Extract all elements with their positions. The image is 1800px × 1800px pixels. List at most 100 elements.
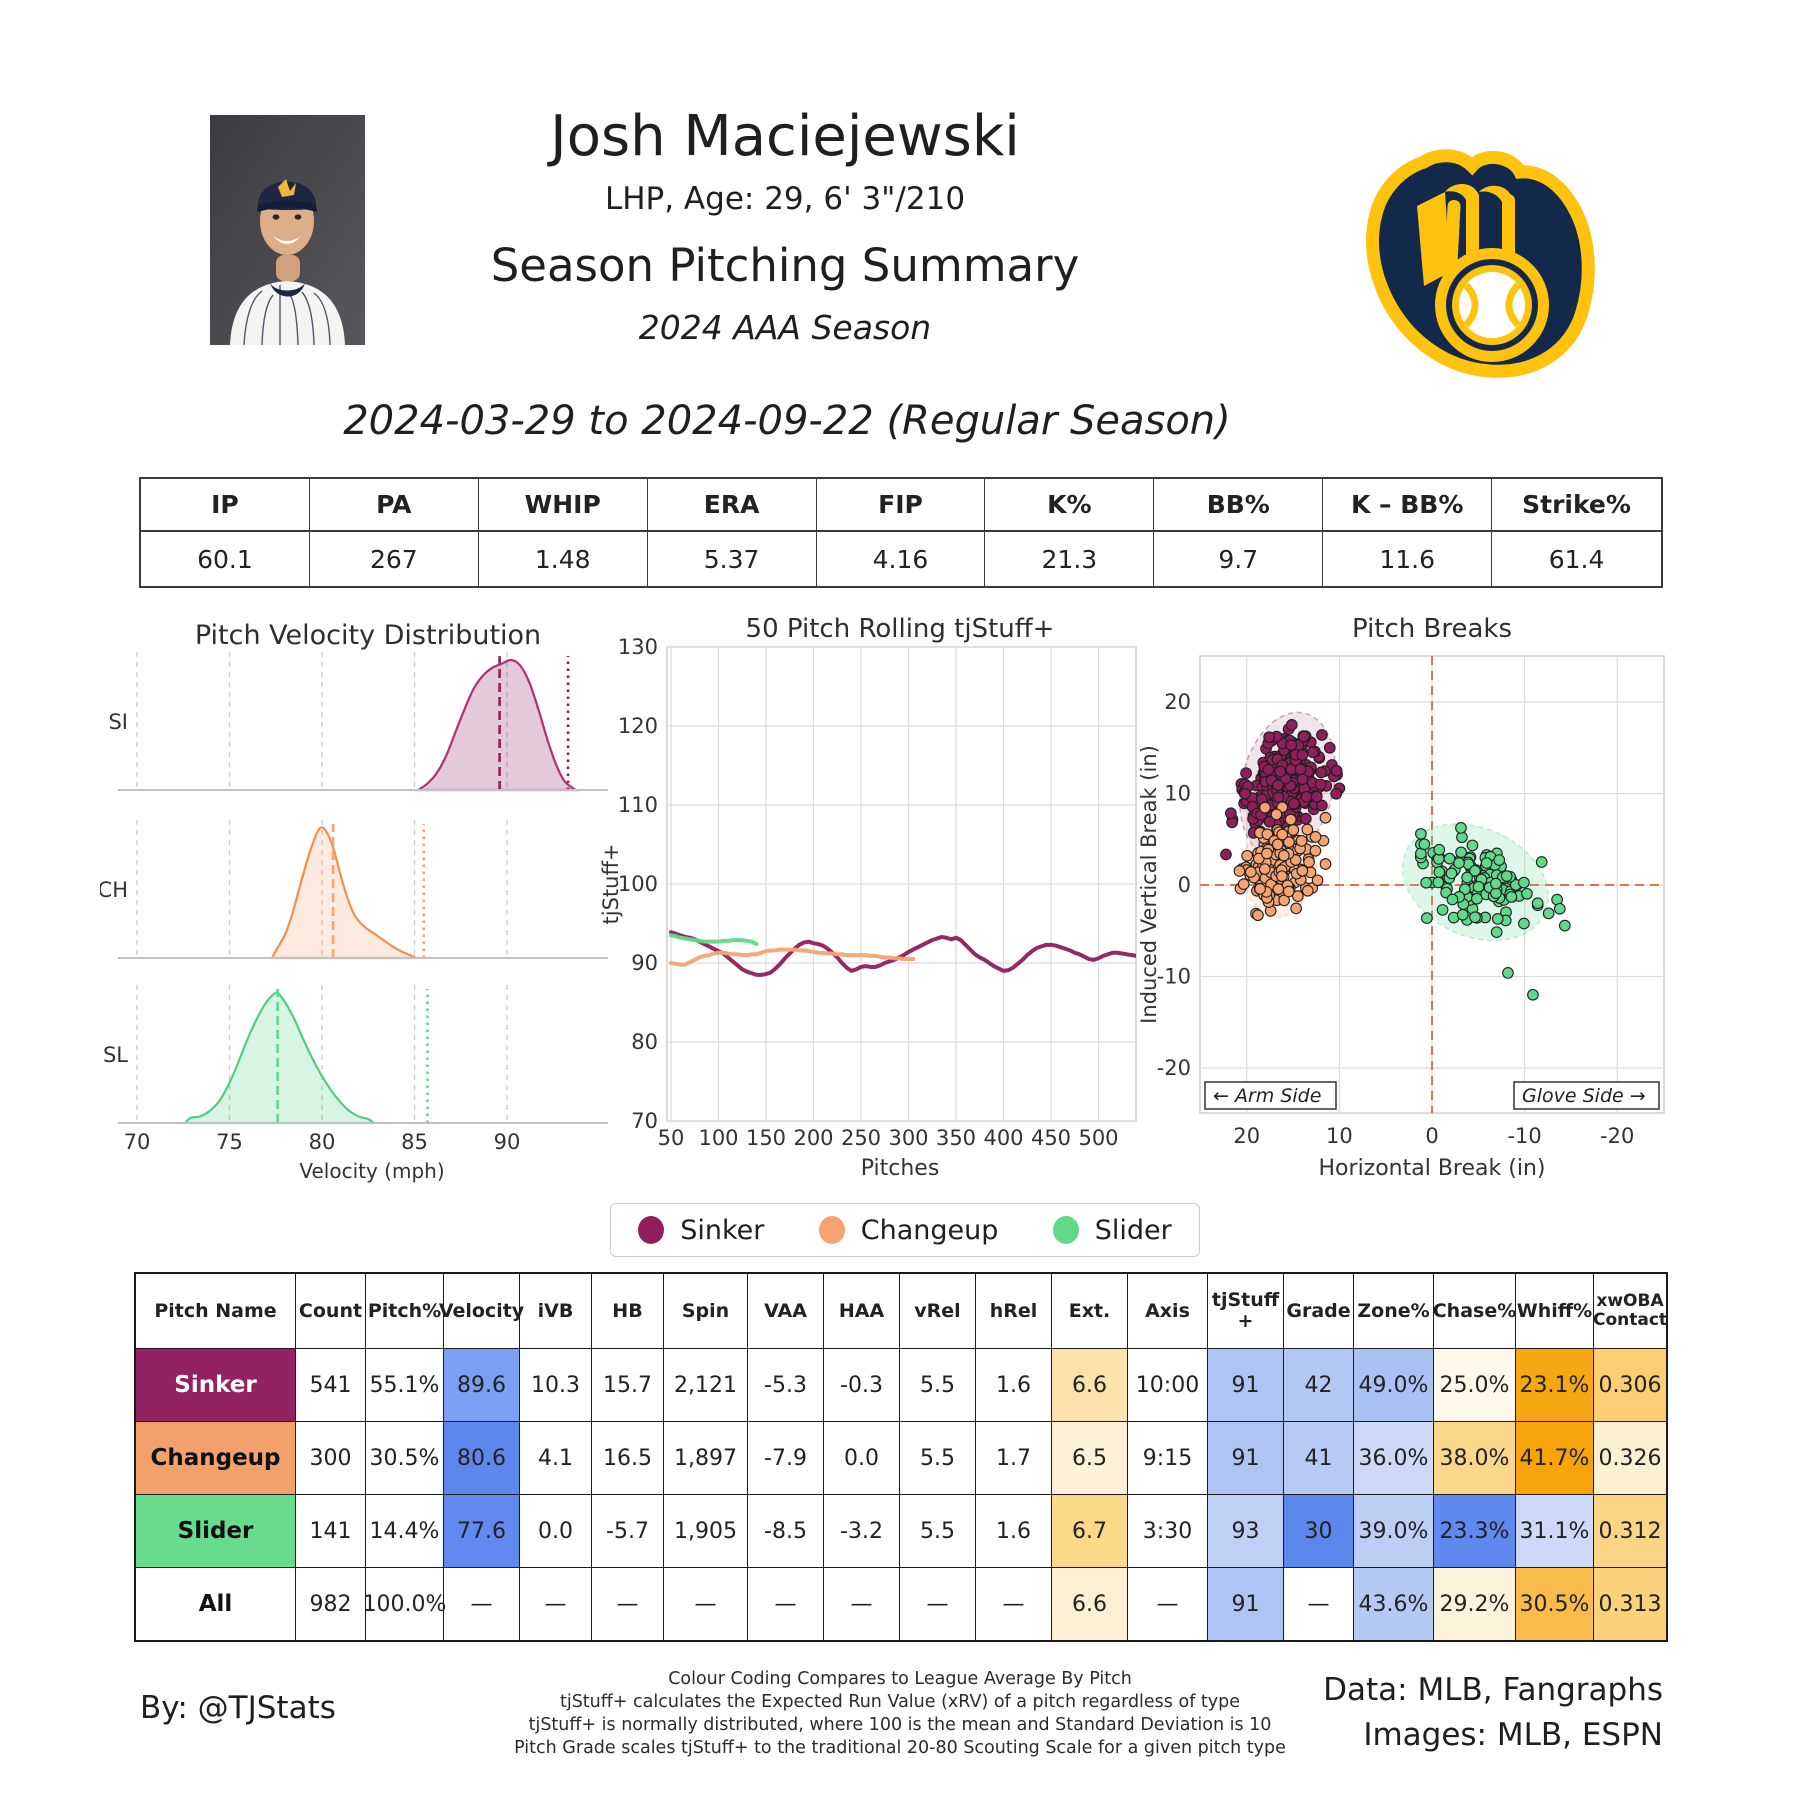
stat-cell: 41 [1284,1422,1354,1495]
svg-text:-10: -10 [1157,965,1191,989]
stat-cell: 77.6 [444,1495,520,1568]
legend-item-sinker: Sinker [638,1215,764,1246]
legend-label: Changeup [860,1214,999,1246]
svg-text:CH: CH [100,878,128,902]
sinker-dot-icon [638,1216,665,1244]
note-line: Colour Coding Compares to League Average… [668,1669,1132,1689]
pitch-name-cell: Sinker [136,1349,296,1422]
svg-text:-20: -20 [1600,1124,1634,1148]
note-line: Pitch Grade scales tjStuff+ to the tradi… [514,1738,1286,1759]
svg-text:100: 100 [698,1126,738,1150]
stat-cell: 15.7 [592,1349,664,1422]
player-bio: LHP, Age: 29, 6' 3"/210 [604,180,966,217]
table-header-cell: Chase% [1433,1274,1516,1349]
stat-cell: 55.1% [366,1349,444,1422]
stat-header-cell: WHIP [478,479,648,532]
stat-cell: 6.5 [1052,1422,1128,1495]
stat-cell: 3:30 [1128,1495,1208,1568]
stat-header-cell: ERA [647,479,817,532]
stat-cell: 0.306 [1594,1349,1666,1422]
note-line: tjStuff+ calculates the Expected Run Val… [559,1692,1241,1713]
table-header-cell: Spin [664,1274,748,1349]
stat-header-cell: K – BB% [1323,479,1493,532]
svg-text:120: 120 [618,714,658,738]
stat-cell: 23.3% [1434,1495,1516,1568]
stat-cell: 36.0% [1354,1422,1434,1495]
pitch-legend: Sinker Changeup Slider [610,1203,1200,1257]
svg-text:50 Pitch Rolling tjStuff+: 50 Pitch Rolling tjStuff+ [746,615,1055,644]
table-header-cell: HB [592,1274,664,1349]
season-stats-table: IP PA WHIP ERA FIP K% BB% K – BB% Strike% 60.1 267… [139,477,1663,588]
table-header-cell: xwOBA Contact [1593,1274,1667,1349]
stat-cell: — [444,1568,520,1640]
stat-cell: 14.4% [366,1495,444,1568]
svg-text:Pitch Velocity Distribution: Pitch Velocity Distribution [195,620,541,651]
table-header-cell: Pitch% [366,1274,444,1349]
table-header-cell: Velocity [439,1274,524,1349]
stat-cell: 982 [296,1568,366,1640]
stat-value-cell: 11.6 [1323,532,1493,586]
table-header-cell: Axis [1128,1274,1208,1349]
stat-cell: 4.1 [520,1422,592,1495]
stat-cell: 42 [1284,1349,1354,1422]
stat-cell: 1.6 [976,1495,1052,1568]
svg-text:200: 200 [793,1126,833,1150]
stat-value-cell: 1.48 [479,532,648,586]
stat-cell: — [976,1568,1052,1640]
svg-text:70: 70 [631,1109,658,1133]
stat-value-cell: 267 [310,532,479,586]
stat-cell: 1.7 [976,1422,1052,1495]
player-photo [210,115,365,345]
slider-dot-icon [1052,1216,1079,1244]
stat-cell: — [664,1568,748,1640]
stat-cell: -8.5 [748,1495,824,1568]
team-logo-icon [1365,149,1595,378]
changeup-dot-icon [818,1216,845,1244]
stat-cell: 43.6% [1354,1568,1434,1640]
stat-cell: — [824,1568,900,1640]
stat-cell: 5.5 [900,1422,976,1495]
table-header-cell: VAA [748,1274,824,1349]
table-header-cell: Whiff% [1516,1274,1594,1349]
table-header-cell: Pitch Name [136,1274,296,1349]
svg-text:Horizontal Break (in): Horizontal Break (in) [1319,1156,1546,1181]
svg-text:70: 70 [124,1130,151,1154]
svg-text:110: 110 [618,793,658,817]
svg-text:10: 10 [1326,1124,1353,1148]
stat-cell: 5.5 [900,1495,976,1568]
stat-cell: 2,121 [664,1349,748,1422]
stat-cell: 6.6 [1052,1349,1128,1422]
stat-cell: -7.9 [748,1422,824,1495]
stat-header-cell: IP [141,479,310,532]
stat-cell: 10:00 [1128,1349,1208,1422]
stat-value-cell: 9.7 [1154,532,1324,586]
svg-text:350: 350 [936,1126,976,1150]
stat-cell: 39.0% [1354,1495,1434,1568]
table-header-cell: HAA [824,1274,900,1349]
stat-cell: 30.5% [1516,1568,1594,1640]
svg-text:90: 90 [631,951,658,975]
svg-text:20: 20 [1233,1124,1260,1148]
stat-cell: 141 [296,1495,366,1568]
svg-text:Velocity (mph): Velocity (mph) [299,1159,444,1183]
stat-cell: -0.3 [824,1349,900,1422]
stat-cell: 0.313 [1594,1568,1666,1640]
stat-cell: 541 [296,1349,366,1422]
stat-cell: 41.7% [1516,1422,1594,1495]
header-title-block: Josh Maciejewski LHP, Age: 29, 6' 3"/210… [420,104,1150,347]
date-range: 2024-03-29 to 2024-09-22 (Regular Season… [343,398,1231,444]
footer-notes: Colour Coding Compares to League Average… [450,1668,1350,1760]
stat-cell: 6.7 [1052,1495,1128,1568]
stat-header-cell: K% [985,479,1155,532]
stat-cell: 1,905 [664,1495,748,1568]
stat-header-cell: BB% [1154,479,1324,532]
player-name: Josh Maciejewski [550,104,1020,169]
stat-header-cell: FIP [816,479,986,532]
stat-cell: 91 [1208,1349,1284,1422]
stat-header-cell: PA [309,479,479,532]
stat-cell: 0.312 [1594,1495,1666,1568]
svg-text:85: 85 [401,1130,428,1154]
footer-credits: Data: MLB, Fangraphs Images: MLB, ESPN [1163,1668,1663,1758]
svg-text:400: 400 [983,1126,1023,1150]
stat-cell: 91 [1208,1568,1284,1640]
